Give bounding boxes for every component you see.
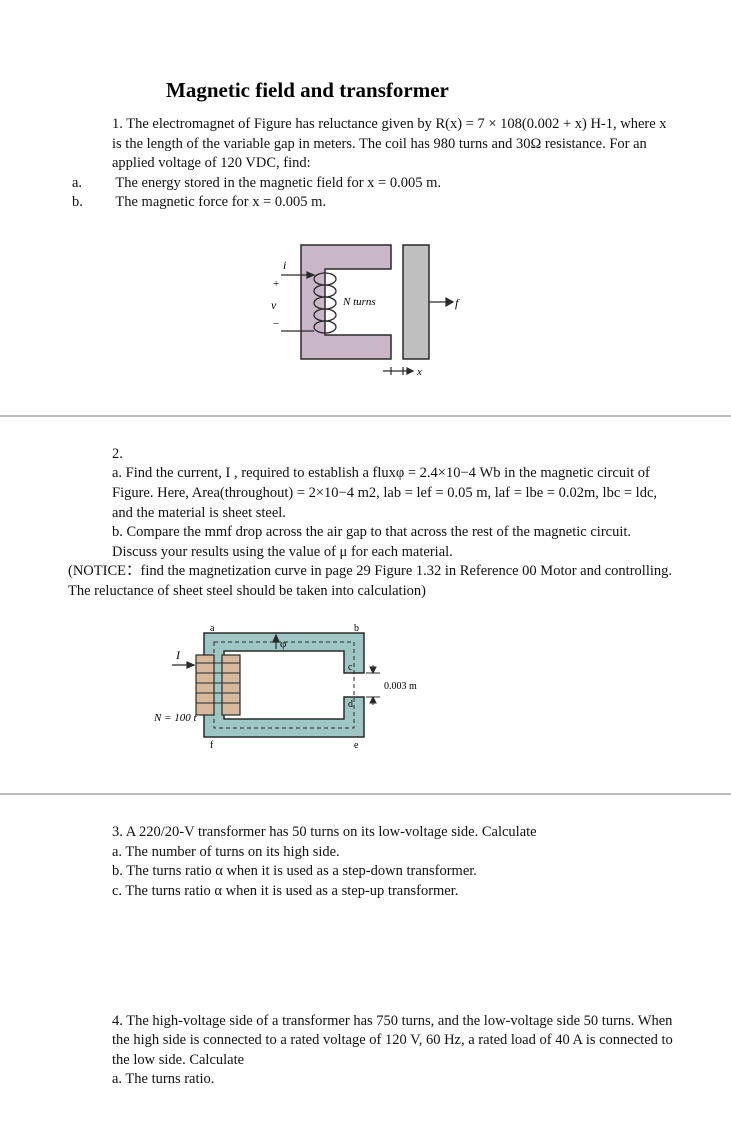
q1-a-row: a. The energy stored in the magnetic fie… bbox=[72, 174, 673, 194]
f-arrow-icon bbox=[429, 298, 453, 306]
q3-l3: b. The turns ratio α when it is used as … bbox=[112, 862, 673, 882]
q1-a-text: The energy stored in the magnetic field … bbox=[115, 175, 441, 191]
q4-l1: 4. The high-voltage side of a transforme… bbox=[112, 1012, 673, 1071]
q4-l2: a. The turns ratio. bbox=[112, 1070, 673, 1090]
lbl-e: e bbox=[354, 740, 359, 751]
q1-figure: i + v − N turns f x bbox=[58, 227, 673, 377]
q1-b-label: b. bbox=[72, 193, 112, 213]
q2-figure: φ I N = 100 t 0.003 m a b c bbox=[148, 615, 673, 755]
lbl-c: c bbox=[348, 662, 353, 673]
i-label: I bbox=[175, 648, 181, 662]
electromagnet-diagram: i + v − N turns f x bbox=[241, 227, 491, 377]
x-label: x bbox=[416, 366, 422, 377]
gap-dim-icon bbox=[366, 665, 380, 705]
x-marker-icon bbox=[383, 367, 413, 375]
magnetic-circuit-diagram: φ I N = 100 t 0.003 m a b c bbox=[148, 615, 448, 755]
sheet-q3-q4: 3. A 220/20-V transformer has 50 turns o… bbox=[0, 795, 731, 1124]
coil-right bbox=[222, 655, 240, 715]
coil-left bbox=[196, 655, 214, 715]
page: Magnetic field and transformer 1. The el… bbox=[0, 0, 731, 1124]
q3-l2: a. The number of turns on its high side. bbox=[112, 843, 673, 863]
gap-label: 0.003 m bbox=[384, 681, 417, 692]
minus-icon: − bbox=[273, 318, 279, 330]
lbl-a: a bbox=[210, 623, 215, 634]
nturns-label: N turns bbox=[342, 296, 376, 308]
q2-num: 2. bbox=[112, 445, 673, 465]
lbl-f: f bbox=[210, 740, 214, 751]
q1-b-text: The magnetic force for x = 0.005 m. bbox=[115, 194, 326, 210]
n-label: N = 100 t bbox=[153, 712, 198, 724]
spacer bbox=[58, 902, 673, 1012]
q2-b: b. Compare the mmf drop across the air g… bbox=[112, 523, 673, 562]
doc-title: Magnetic field and transformer bbox=[166, 78, 673, 103]
q1-intro: 1. The electromagnet of Figure has reluc… bbox=[112, 115, 673, 174]
v-label: v bbox=[271, 298, 277, 312]
plunger-shape bbox=[403, 245, 429, 359]
q3-l4: c. The turns ratio α when it is used as … bbox=[112, 882, 673, 902]
sheet-q2: 2. a. Find the current, I , required to … bbox=[0, 417, 731, 796]
q1-a-label: a. bbox=[72, 174, 112, 194]
q1-b-row: b. The magnetic force for x = 0.005 m. bbox=[72, 193, 673, 213]
i-arrow-icon bbox=[172, 662, 194, 668]
i-label: i bbox=[283, 258, 286, 272]
sheet-q1: Magnetic field and transformer 1. The el… bbox=[0, 0, 731, 417]
lbl-b: b bbox=[354, 623, 359, 634]
phi-label: φ bbox=[280, 638, 286, 650]
plus-icon: + bbox=[273, 278, 279, 290]
q3-l1: 3. A 220/20-V transformer has 50 turns o… bbox=[112, 823, 673, 843]
f-label: f bbox=[455, 296, 460, 310]
q2-notice: (NOTICE：find the magnetization curve in … bbox=[68, 562, 673, 601]
q2-a: a. Find the current, I , required to est… bbox=[112, 464, 673, 523]
lbl-d: d bbox=[348, 699, 353, 710]
